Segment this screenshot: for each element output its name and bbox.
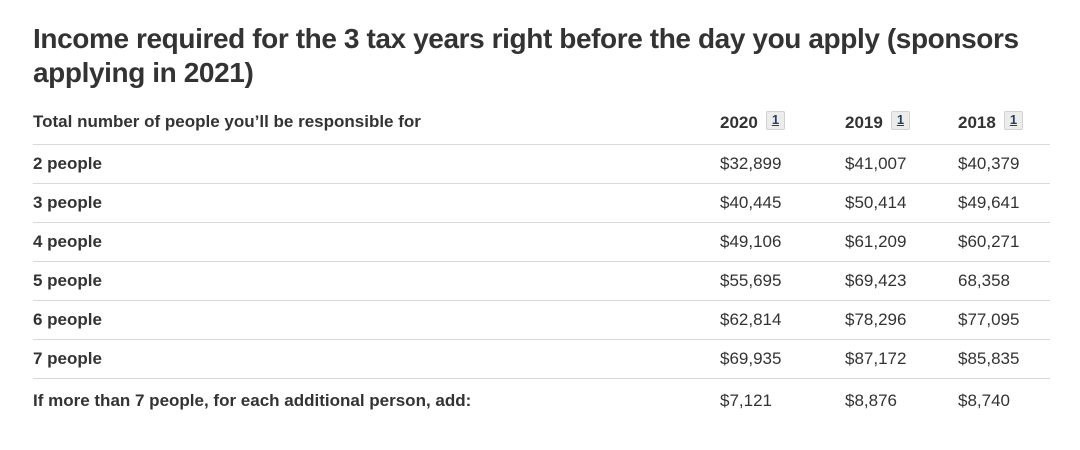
footnote-link[interactable]: 1 bbox=[765, 111, 786, 131]
income-value: $7,121 bbox=[720, 391, 772, 411]
table-row: 4 people $49,106 $61,209 $60,271 bbox=[33, 223, 1050, 262]
table-row: 2 people $32,899 $41,007 $40,379 bbox=[33, 145, 1050, 184]
footnote-link[interactable]: 1 bbox=[1003, 111, 1024, 131]
row-label: If more than 7 people, for each addition… bbox=[33, 391, 472, 411]
income-value: $61,209 bbox=[845, 232, 907, 252]
income-value: $8,876 bbox=[845, 391, 897, 411]
income-value: $77,095 bbox=[958, 310, 1020, 330]
table-row: 5 people $55,695 $69,423 68,358 bbox=[33, 262, 1050, 301]
income-value: $8,740 bbox=[958, 391, 1010, 411]
income-value: $69,423 bbox=[845, 271, 907, 291]
income-value: $40,379 bbox=[958, 154, 1020, 174]
income-value: $60,271 bbox=[958, 232, 1020, 252]
income-value: $55,695 bbox=[720, 271, 782, 291]
row-label: 3 people bbox=[33, 193, 102, 213]
header-year-2020: 2020 1 bbox=[720, 105, 845, 145]
row-label: 6 people bbox=[33, 310, 102, 330]
row-label: 5 people bbox=[33, 271, 102, 291]
income-value: $50,414 bbox=[845, 193, 907, 213]
year-label: 2018 bbox=[958, 113, 996, 133]
year-label: 2020 bbox=[720, 113, 758, 133]
row-label: 2 people bbox=[33, 154, 102, 174]
income-value: $40,445 bbox=[720, 193, 782, 213]
table-header-row: Total number of people you’ll be respons… bbox=[33, 105, 1050, 145]
row-label: 4 people bbox=[33, 232, 102, 252]
table-head: Total number of people you’ll be respons… bbox=[33, 105, 1050, 145]
income-value: $69,935 bbox=[720, 349, 782, 369]
income-value: $49,106 bbox=[720, 232, 782, 252]
row-label: 7 people bbox=[33, 349, 102, 369]
income-value: $85,835 bbox=[958, 349, 1020, 369]
income-value: $78,296 bbox=[845, 310, 907, 330]
table-row: 3 people $40,445 $50,414 $49,641 bbox=[33, 184, 1050, 223]
table-row: 6 people $62,814 $78,296 $77,095 bbox=[33, 301, 1050, 340]
footnote-marker: 1 bbox=[765, 111, 786, 131]
page-title: Income required for the 3 tax years righ… bbox=[33, 23, 1019, 88]
income-value: 68,358 bbox=[958, 271, 1010, 291]
income-requirements-table: Total number of people you’ll be respons… bbox=[33, 105, 1050, 420]
footnote-link[interactable]: 1 bbox=[890, 111, 911, 131]
income-value: $49,641 bbox=[958, 193, 1020, 213]
header-people-column: Total number of people you’ll be respons… bbox=[33, 112, 421, 132]
income-value: $41,007 bbox=[845, 154, 907, 174]
table-row: 7 people $69,935 $87,172 $85,835 bbox=[33, 340, 1050, 379]
footnote-marker: 1 bbox=[890, 111, 911, 131]
table-row: If more than 7 people, for each addition… bbox=[33, 379, 1050, 421]
table-body: 2 people $32,899 $41,007 $40,379 3 people $40… bbox=[33, 145, 1050, 421]
header-year-2018: 2018 1 bbox=[958, 105, 1050, 145]
header-year-2019: 2019 1 bbox=[845, 105, 958, 145]
income-value: $87,172 bbox=[845, 349, 907, 369]
income-value: $32,899 bbox=[720, 154, 782, 174]
year-label: 2019 bbox=[845, 113, 883, 133]
footnote-marker: 1 bbox=[1003, 111, 1024, 131]
income-value: $62,814 bbox=[720, 310, 782, 330]
